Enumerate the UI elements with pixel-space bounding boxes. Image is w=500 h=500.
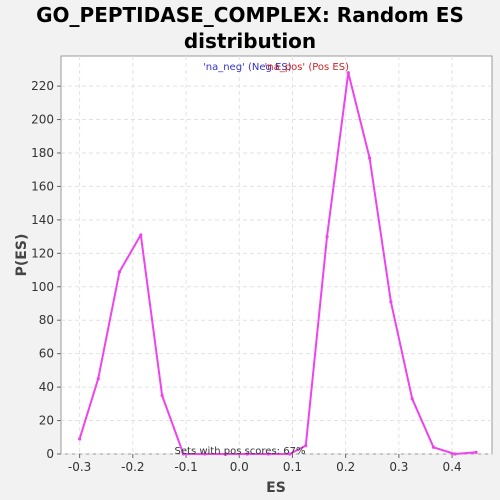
data-point [245, 452, 249, 456]
x-tick-label: 0.4 [443, 460, 462, 474]
data-point [78, 437, 82, 441]
axes: -0.3 -0.2 -0.1 0.0 0.1 0.2 0.3 0.4 0 20 40 60 80 100 1… [31, 79, 462, 474]
data-point [453, 452, 457, 456]
y-tick-label: 200 [31, 113, 54, 127]
y-tick-label: 100 [31, 280, 54, 294]
data-point [266, 452, 271, 456]
y-tick-label: 60 [39, 347, 54, 361]
x-tick-label: -0.2 [121, 460, 144, 474]
data-point [203, 452, 207, 456]
data-point [325, 235, 329, 239]
grid [61, 56, 492, 455]
x-axis-title: ES [266, 480, 286, 496]
x-tick-label: 0.3 [389, 460, 408, 474]
y-tick-label: 180 [31, 146, 54, 160]
y-tick-label: 40 [39, 380, 54, 394]
data-point [346, 71, 350, 75]
y-tick-label: 220 [31, 79, 54, 93]
data-point [160, 393, 164, 398]
y-tick-label: 140 [31, 213, 54, 227]
labels: ES P(ES) 'na_neg' (Neg ES) 'na_pos' (Pos… [14, 62, 349, 496]
y-tick-label: 120 [31, 246, 54, 260]
data-point [139, 233, 143, 237]
data-point [224, 452, 228, 456]
series-line-0 [78, 71, 477, 455]
data-point [389, 300, 393, 304]
legend-entry-pos: 'na_pos' (Pos ES) [265, 62, 350, 73]
x-tick-label: 0.0 [230, 460, 249, 474]
data-point [96, 377, 100, 381]
x-tick-label: -0.1 [174, 460, 197, 474]
legend-entry-neg: 'na_neg' (Neg ES) [203, 62, 292, 73]
series-layer [78, 71, 478, 456]
data-point [368, 156, 372, 160]
chart-title: GO_PEPTIDASE_COMPLEX: Random ES distribu… [36, 3, 464, 53]
x-tick-label: 0.1 [283, 460, 302, 474]
y-tick-label: 20 [39, 414, 54, 428]
x-tick-label: -0.3 [68, 460, 91, 474]
pos-scores-annotation: Sets with pos scores: 67% [175, 446, 306, 457]
data-point [474, 450, 478, 454]
data-point [410, 397, 414, 401]
data-point [304, 444, 308, 448]
y-axis-title: P(ES) [14, 234, 30, 277]
data-point [288, 452, 292, 456]
y-tick-label: 0 [46, 447, 54, 461]
data-point [117, 270, 122, 274]
y-tick-label: 80 [39, 313, 54, 327]
data-point [431, 445, 436, 449]
x-tick-label: 0.2 [336, 460, 355, 474]
plot-area [60, 55, 493, 455]
y-tick-label: 160 [31, 179, 54, 193]
data-point [181, 452, 185, 456]
